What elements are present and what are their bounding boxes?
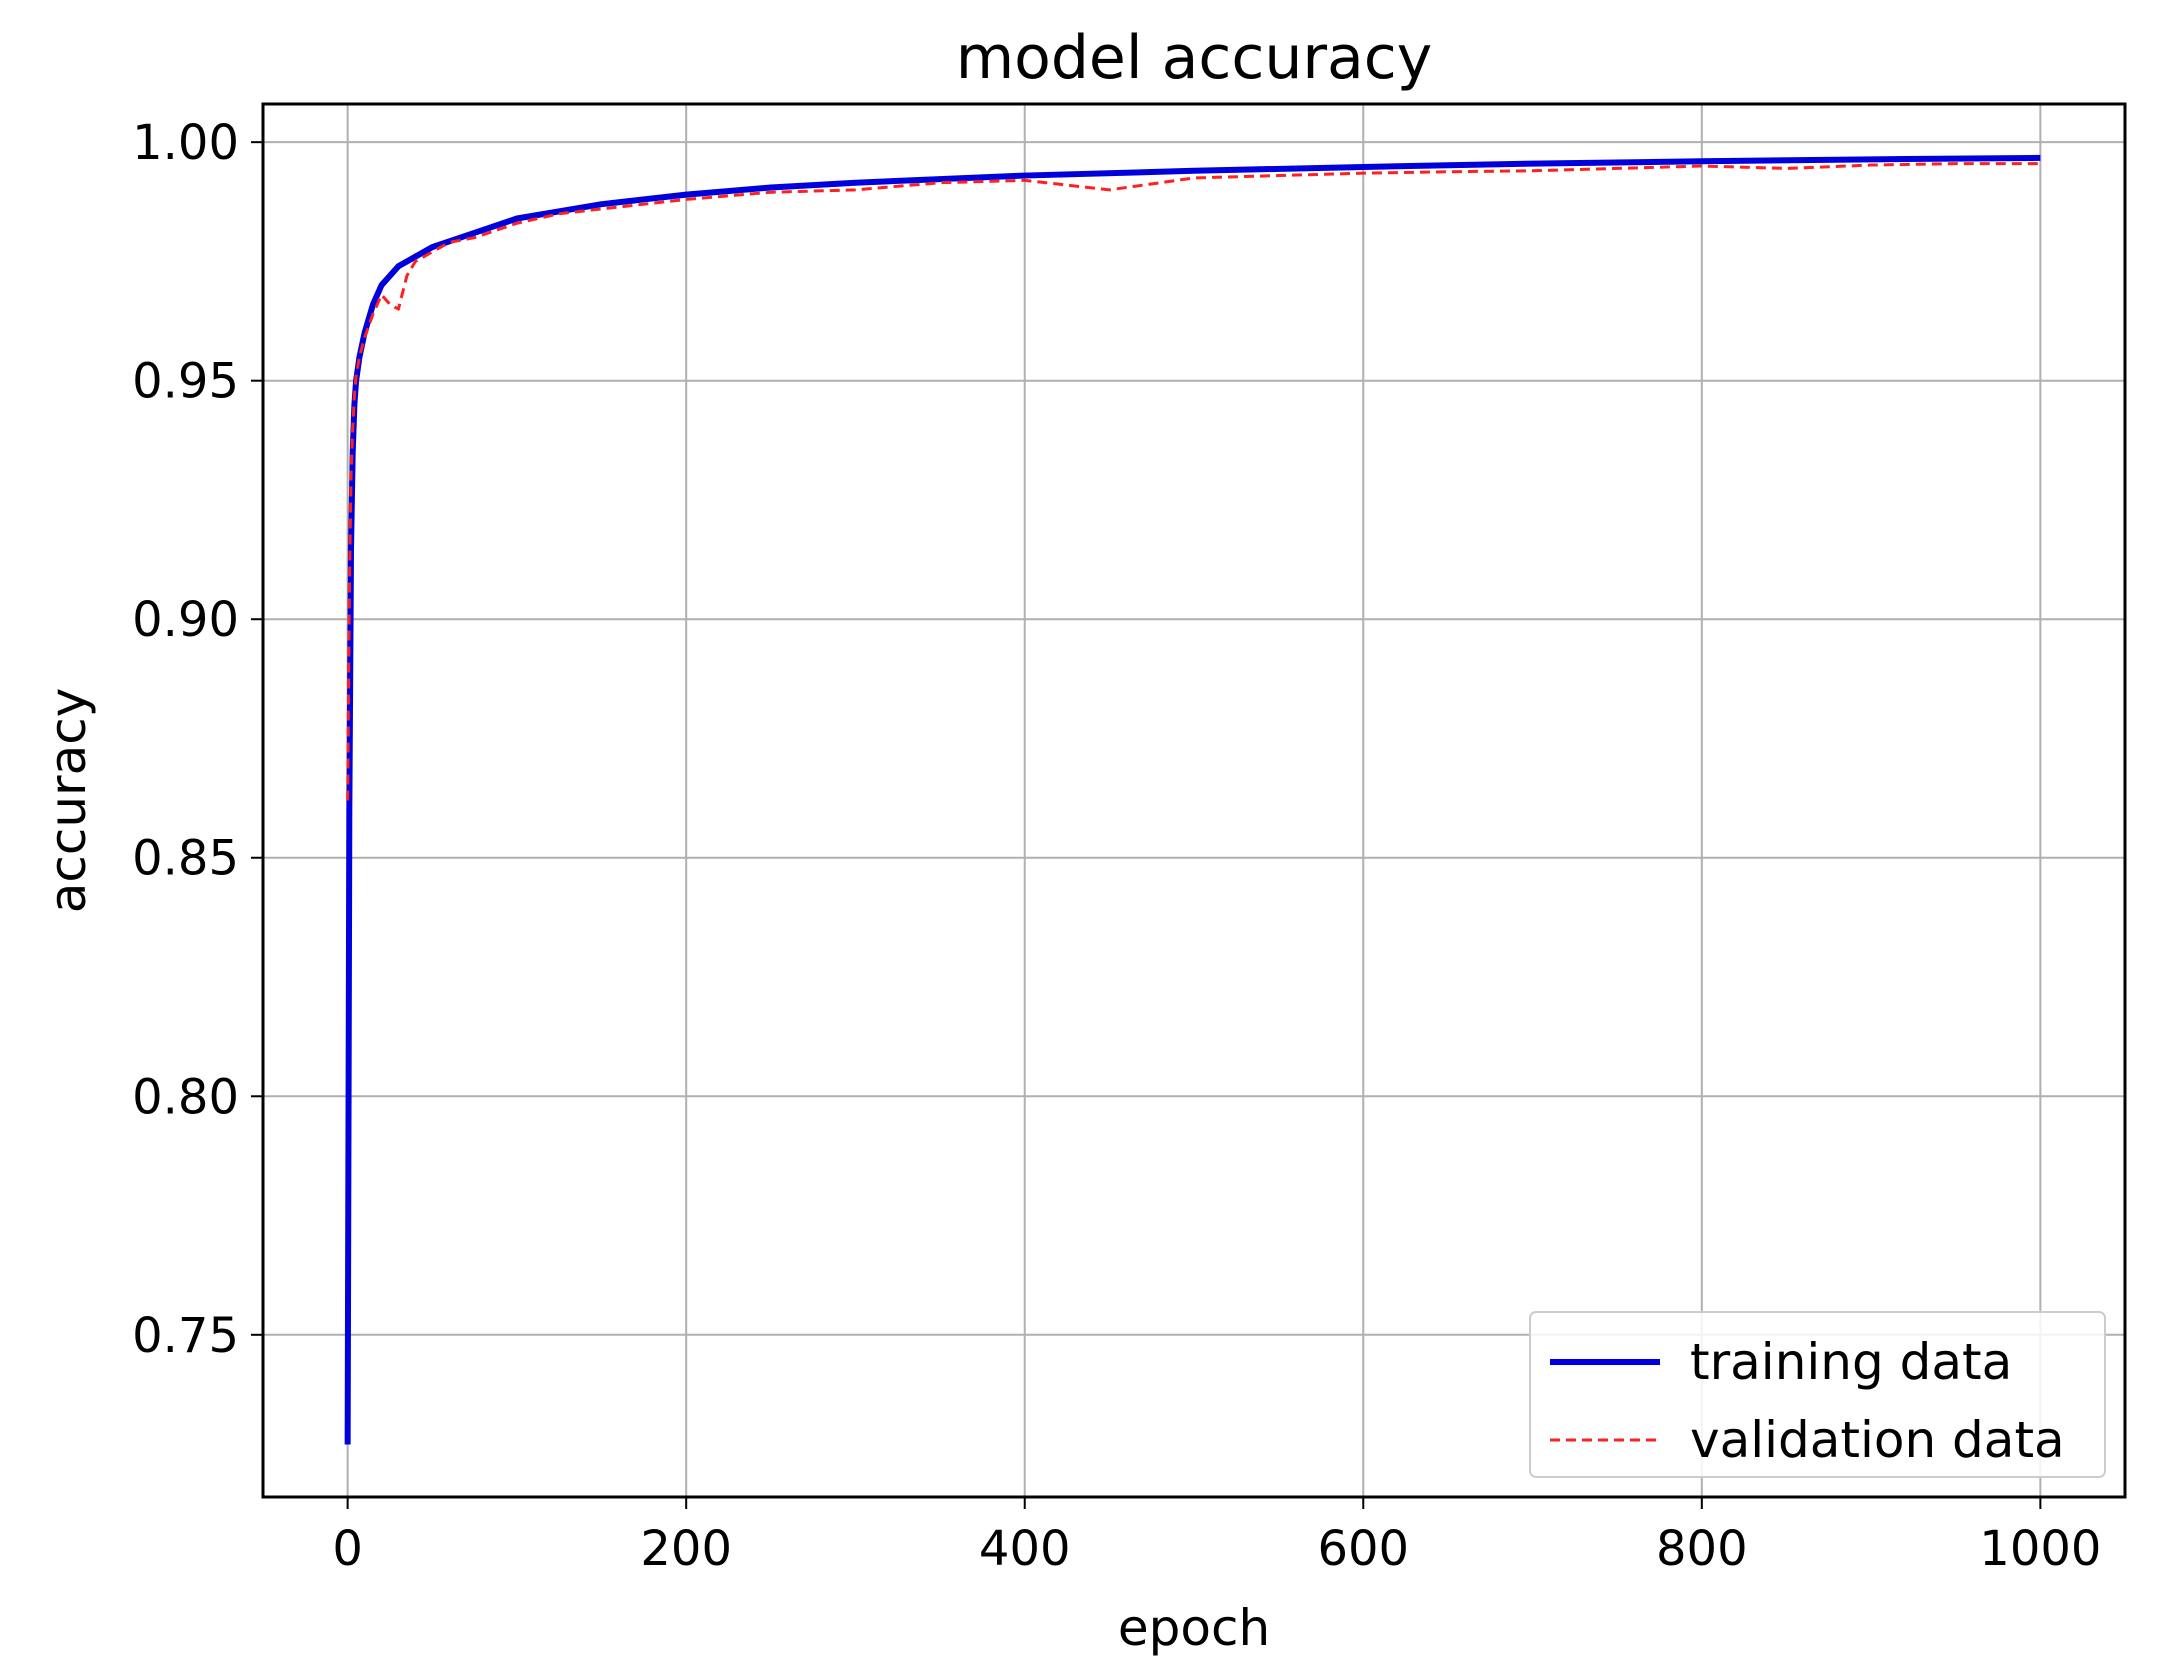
legend-label: training data [1690, 1333, 2012, 1391]
training-data-line [344, 154, 2041, 1445]
x-tick-label: 600 [1317, 1521, 1409, 1577]
chart-title: model accuracy [956, 23, 1433, 93]
x-tick-label: 0 [332, 1521, 363, 1577]
x-axis-label: epoch [1118, 1599, 1270, 1657]
x-tick-label: 200 [640, 1521, 732, 1577]
x-tick-label: 400 [979, 1521, 1071, 1577]
x-tick-label: 800 [1656, 1521, 1748, 1577]
legend: training data validation data [1529, 1311, 2106, 1478]
y-tick-label: 1.00 [132, 115, 239, 171]
y-axis-label: accuracy [39, 688, 97, 914]
y-tick-label: 0.95 [132, 354, 239, 410]
legend-box [1529, 1311, 2106, 1478]
axis-ticks: 0 200 400 600 800 1000 0.75 0.80 0.85 0.90 0.95 1.0… [132, 115, 2101, 1577]
y-tick-label: 0.75 [132, 1308, 239, 1364]
y-tick-label: 0.90 [132, 592, 239, 648]
y-tick-label: 0.80 [132, 1069, 239, 1125]
legend-label: validation data [1690, 1411, 2065, 1469]
x-tick-label: 1000 [1979, 1521, 2101, 1577]
y-tick-label: 0.85 [132, 831, 239, 887]
plot-area-frame [261, 102, 2127, 1499]
validation-data-line [346, 162, 2041, 801]
series-lines [344, 154, 2041, 1445]
grid [263, 104, 2125, 1497]
